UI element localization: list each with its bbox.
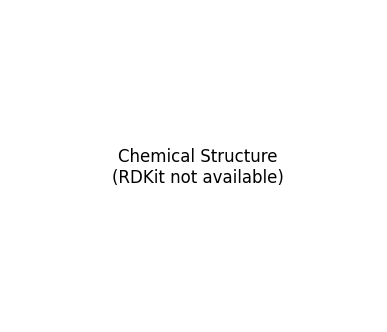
Text: Chemical Structure
(RDKit not available): Chemical Structure (RDKit not available) bbox=[112, 148, 284, 187]
